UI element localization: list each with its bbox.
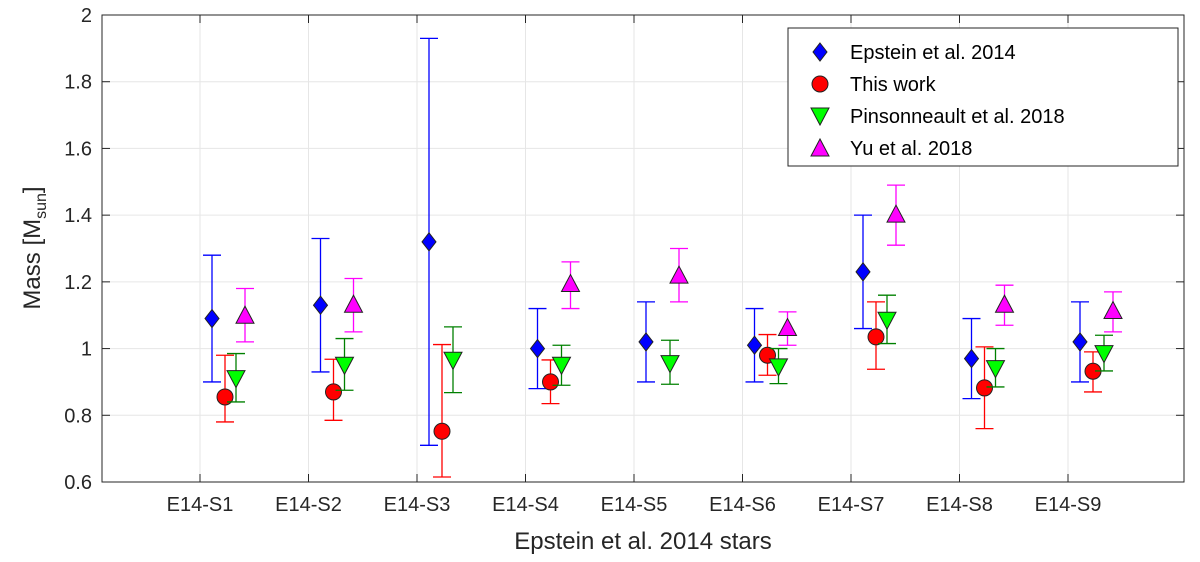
y-tick-label: 2 bbox=[81, 5, 92, 27]
x-tick-label: E14-S8 bbox=[926, 494, 993, 516]
legend-marker bbox=[810, 137, 830, 157]
data-point bbox=[963, 348, 980, 369]
data-point bbox=[768, 358, 789, 377]
data-point bbox=[976, 379, 993, 397]
data-point bbox=[216, 388, 234, 406]
data-point bbox=[669, 265, 689, 284]
x-tick-label: E14-S4 bbox=[492, 494, 559, 516]
data-point bbox=[312, 295, 329, 316]
data-point bbox=[1072, 332, 1088, 352]
data-point bbox=[746, 335, 763, 356]
data-point bbox=[777, 317, 798, 337]
data-point bbox=[204, 308, 220, 329]
axis-labels: 0.6 0.8 1 1.2 1.4 1.6 1.8 2 E14-S1 E14-S2 E14-S3 E1… bbox=[64, 5, 1101, 516]
y-tick-label: 1.6 bbox=[64, 138, 92, 160]
data-point bbox=[343, 294, 364, 313]
series-triangle-up bbox=[235, 184, 1123, 346]
y-tick-label: 1.8 bbox=[64, 72, 92, 94]
y-tick-label: 1.2 bbox=[64, 272, 92, 294]
data-point bbox=[867, 328, 885, 346]
axis-ticks bbox=[102, 14, 1184, 483]
x-tick-label: E14-S9 bbox=[1035, 494, 1102, 516]
data-point bbox=[325, 383, 342, 401]
legend-label: This work bbox=[850, 74, 937, 96]
legend-marker bbox=[811, 75, 829, 93]
data-point bbox=[855, 262, 871, 282]
legend-label: Epstein et al. 2014 bbox=[850, 42, 1016, 64]
data-point bbox=[994, 294, 1015, 313]
data-point bbox=[421, 232, 437, 252]
plot-frame bbox=[101, 14, 1185, 483]
data-point bbox=[1103, 300, 1123, 320]
data-point bbox=[226, 370, 246, 389]
series-circle bbox=[216, 301, 1102, 478]
data-point bbox=[638, 332, 654, 352]
legend-box bbox=[787, 27, 1179, 167]
series-triangle-down bbox=[226, 294, 1114, 403]
x-tick-label: E14-S2 bbox=[275, 494, 342, 516]
data-point bbox=[433, 422, 451, 440]
y-axis-title: Mass [Msun] bbox=[19, 186, 50, 309]
data-point bbox=[660, 355, 680, 374]
data-point bbox=[560, 273, 581, 293]
x-tick-label: E14-S5 bbox=[601, 494, 668, 516]
data-point bbox=[443, 351, 463, 371]
data-point bbox=[542, 373, 559, 391]
y-axis-title-main: Mass [M bbox=[19, 219, 46, 310]
data-point bbox=[551, 356, 572, 376]
data-point bbox=[886, 204, 906, 223]
x-axis-title: Epstein et al. 2014 stars bbox=[514, 528, 771, 555]
legend-marker bbox=[812, 42, 828, 62]
series-diamond bbox=[203, 37, 1089, 446]
data-point bbox=[235, 305, 255, 324]
x-tick-label: E14-S3 bbox=[384, 494, 451, 516]
x-tick-label: E14-S6 bbox=[709, 494, 776, 516]
data-layer bbox=[203, 37, 1123, 478]
legend-marker bbox=[810, 107, 830, 127]
x-tick-label: E14-S7 bbox=[818, 494, 885, 516]
legend-label: Pinsonneault et al. 2018 bbox=[850, 106, 1065, 128]
y-tick-label: 0.6 bbox=[64, 472, 92, 494]
y-axis-title-sub: sun bbox=[33, 193, 50, 219]
y-tick-label: 1 bbox=[81, 339, 92, 361]
x-tick-label: E14-S1 bbox=[167, 494, 234, 516]
y-tick-label: 0.8 bbox=[64, 405, 92, 427]
data-point bbox=[529, 338, 546, 359]
data-point bbox=[1094, 345, 1114, 364]
legend: Epstein et al. 2014 This work Pinsonneault… bbox=[787, 27, 1179, 167]
data-point bbox=[334, 356, 355, 376]
data-point bbox=[877, 311, 897, 331]
y-tick-label: 1.4 bbox=[64, 205, 92, 227]
data-point bbox=[985, 360, 1006, 379]
legend-label: Yu et al. 2018 bbox=[850, 138, 972, 160]
y-axis-title-close: ] bbox=[19, 186, 46, 193]
